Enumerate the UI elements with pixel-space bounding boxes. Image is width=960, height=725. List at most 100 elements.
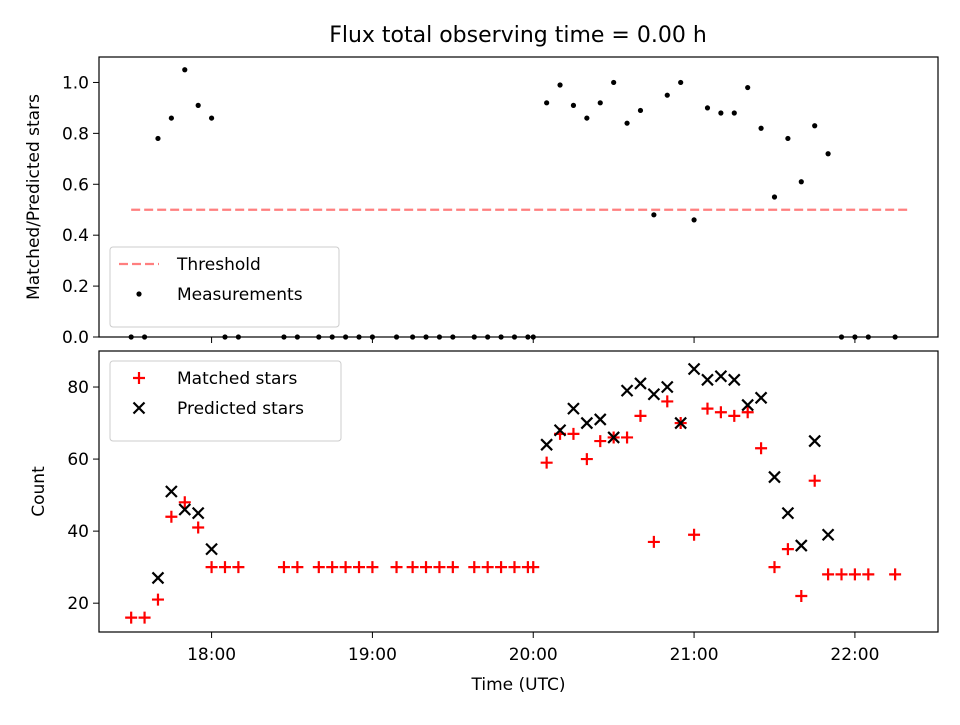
data-point xyxy=(567,402,580,415)
data-point xyxy=(647,387,661,401)
data-point xyxy=(151,571,165,585)
x-tick-label: 22:00 xyxy=(830,645,879,665)
data-point xyxy=(329,334,335,340)
data-point xyxy=(728,409,741,422)
data-point xyxy=(621,431,634,444)
data-point xyxy=(222,334,228,340)
data-point xyxy=(718,110,724,116)
data-point xyxy=(312,561,325,574)
x-axis-label: Time (UTC) xyxy=(471,675,566,695)
data-point xyxy=(410,334,416,340)
data-point xyxy=(889,568,902,581)
y-tick-label: 40 xyxy=(67,522,89,542)
y-tick-label: 80 xyxy=(67,378,89,398)
data-point xyxy=(745,84,751,91)
data-point xyxy=(852,334,858,340)
data-point xyxy=(356,334,362,340)
data-point xyxy=(678,79,684,86)
data-point xyxy=(584,115,590,121)
data-point xyxy=(192,521,205,534)
data-point xyxy=(688,528,701,541)
data-point xyxy=(704,105,711,111)
data-point xyxy=(508,561,521,574)
data-point xyxy=(544,100,550,106)
data-point xyxy=(366,561,379,574)
legend-marker-swatch xyxy=(133,372,145,384)
data-point xyxy=(701,373,714,387)
y-tick-label: 1.0 xyxy=(62,73,89,93)
y-tick-label: 0.6 xyxy=(62,175,89,195)
data-point xyxy=(862,568,875,581)
data-point xyxy=(781,506,795,520)
data-point xyxy=(218,561,231,574)
legend-marker-swatch xyxy=(136,291,142,297)
data-point xyxy=(812,123,818,129)
data-point xyxy=(540,456,553,469)
data-point xyxy=(607,431,620,444)
y-tick-label: 0.4 xyxy=(62,226,89,246)
data-point xyxy=(291,561,304,574)
plot-frame xyxy=(98,350,939,633)
ratio-panel: 0.0 0.2 0.4 0.6 0.8 1.0 Matched/Predicted star… xyxy=(24,56,939,348)
data-point xyxy=(687,362,701,376)
data-point xyxy=(731,110,737,116)
data-point xyxy=(165,485,178,498)
data-point xyxy=(498,334,504,340)
x-tick-label: 19:00 xyxy=(348,645,397,665)
data-point xyxy=(530,334,536,340)
x-tick-label: 18:00 xyxy=(187,645,236,665)
data-point xyxy=(865,334,871,340)
data-point xyxy=(406,561,419,574)
data-point xyxy=(701,402,714,415)
data-point xyxy=(835,568,848,581)
data-point xyxy=(481,561,494,574)
data-point xyxy=(821,528,835,542)
data-point xyxy=(390,561,403,574)
data-point xyxy=(168,115,174,121)
data-point xyxy=(155,135,161,142)
chart-title: Flux total observing time = 0.00 h xyxy=(329,23,707,48)
data-point xyxy=(277,561,290,574)
data-point xyxy=(423,334,429,340)
data-point xyxy=(326,561,339,574)
data-point xyxy=(553,423,567,437)
data-point xyxy=(570,102,577,108)
data-point xyxy=(141,334,148,340)
data-point xyxy=(637,107,644,114)
plot-frame xyxy=(98,56,939,338)
data-point xyxy=(825,151,831,157)
y-tick-label: 0.0 xyxy=(62,328,89,348)
x-tick-label: 21:00 xyxy=(670,645,719,665)
y-tick-label: 0.2 xyxy=(62,277,89,297)
data-point xyxy=(433,561,446,574)
data-point xyxy=(525,334,531,340)
data-point xyxy=(369,334,376,340)
data-point xyxy=(741,406,754,419)
data-point xyxy=(758,125,764,131)
legend-box xyxy=(109,360,342,442)
data-point xyxy=(178,503,192,516)
data-point xyxy=(420,561,433,574)
data-point xyxy=(450,334,456,340)
data-point xyxy=(593,413,607,426)
legend-label: Measurements xyxy=(177,285,303,305)
data-point xyxy=(511,334,518,340)
data-point xyxy=(128,334,134,340)
data-point xyxy=(436,334,443,340)
data-point xyxy=(495,561,508,574)
data-point xyxy=(138,611,151,624)
data-point xyxy=(205,561,218,574)
data-point xyxy=(892,334,898,340)
data-point xyxy=(471,334,477,340)
data-point xyxy=(208,115,215,121)
data-point xyxy=(664,92,670,98)
data-point xyxy=(691,217,697,223)
data-point xyxy=(795,589,808,602)
data-point xyxy=(768,561,781,574)
legend-label: Predicted stars xyxy=(177,399,304,419)
data-point xyxy=(191,506,205,520)
data-point xyxy=(125,611,138,624)
data-point xyxy=(785,135,791,142)
data-point xyxy=(393,334,400,340)
